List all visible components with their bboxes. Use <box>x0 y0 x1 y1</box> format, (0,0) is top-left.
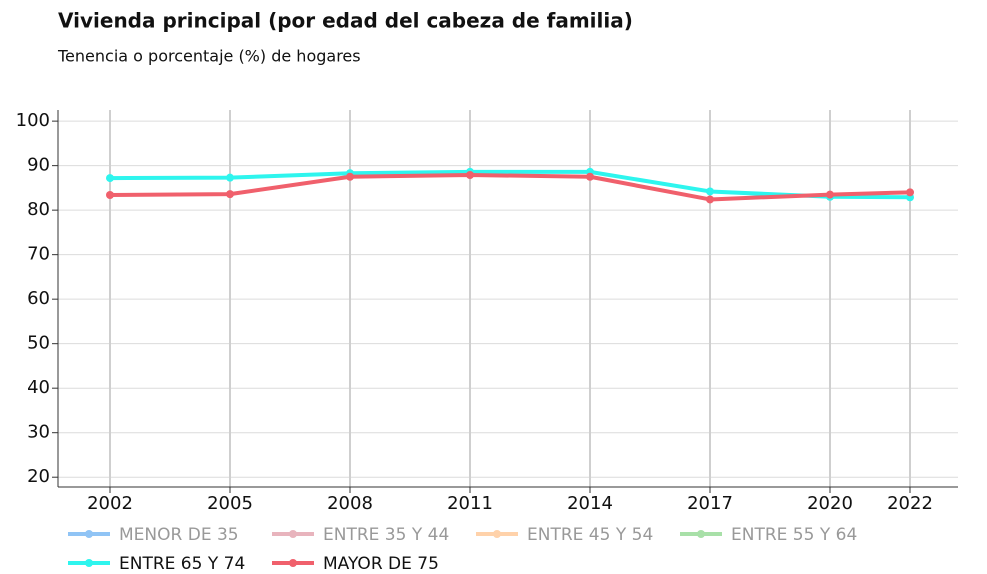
data-point <box>346 172 354 181</box>
data-point <box>706 195 714 204</box>
y-tick-label: 70 <box>27 244 50 265</box>
legend-label[interactable]: ENTRE 45 Y 54 <box>527 525 653 545</box>
y-tick-label: 30 <box>27 422 50 443</box>
legend-label[interactable]: MAYOR DE 75 <box>323 554 439 574</box>
y-tick-label: 50 <box>27 333 50 354</box>
legend-swatch-dot[interactable] <box>85 559 93 567</box>
data-point <box>906 188 914 197</box>
x-tick-label: 2002 <box>87 493 133 514</box>
chart-subtitle: Tenencia o porcentaje (%) de hogares <box>57 47 361 66</box>
y-tick-label: 40 <box>27 377 50 398</box>
x-tick-label: 2008 <box>327 493 373 514</box>
legend-swatch-dot[interactable] <box>85 530 93 538</box>
legend-swatch-dot[interactable] <box>493 530 501 538</box>
legend-swatch-dot[interactable] <box>289 559 297 567</box>
data-point <box>466 170 474 179</box>
y-tick-label: 80 <box>27 199 50 220</box>
data-point <box>226 173 234 182</box>
legend-label[interactable]: ENTRE 55 Y 64 <box>731 525 857 545</box>
y-tick-label: 100 <box>16 110 50 131</box>
series-line <box>109 172 911 202</box>
legend-label[interactable]: ENTRE 35 Y 44 <box>323 525 449 545</box>
legend-label[interactable]: MENOR DE 35 <box>119 525 239 545</box>
y-tick-label: 90 <box>27 155 50 176</box>
legend-swatch-dot[interactable] <box>289 530 297 538</box>
data-point <box>106 174 114 183</box>
x-tick-label: 2017 <box>687 493 733 514</box>
y-tick-label: 20 <box>27 466 50 487</box>
data-point <box>826 190 834 199</box>
x-tick-label: 2020 <box>807 493 853 514</box>
legend-swatch-dot[interactable] <box>697 530 705 538</box>
data-point <box>226 190 234 199</box>
data-point <box>106 191 114 200</box>
x-tick-label: 2011 <box>447 493 493 514</box>
x-tick-label: 2005 <box>207 493 253 514</box>
legend-label[interactable]: ENTRE 65 Y 74 <box>119 554 245 574</box>
data-point <box>586 172 594 181</box>
x-tick-label: 2014 <box>567 493 613 514</box>
y-tick-label: 60 <box>27 288 50 309</box>
data-point <box>706 187 714 196</box>
x-tick-label: 2022 <box>887 493 933 514</box>
chart-title: Vivienda principal (por edad del cabeza … <box>58 9 633 33</box>
